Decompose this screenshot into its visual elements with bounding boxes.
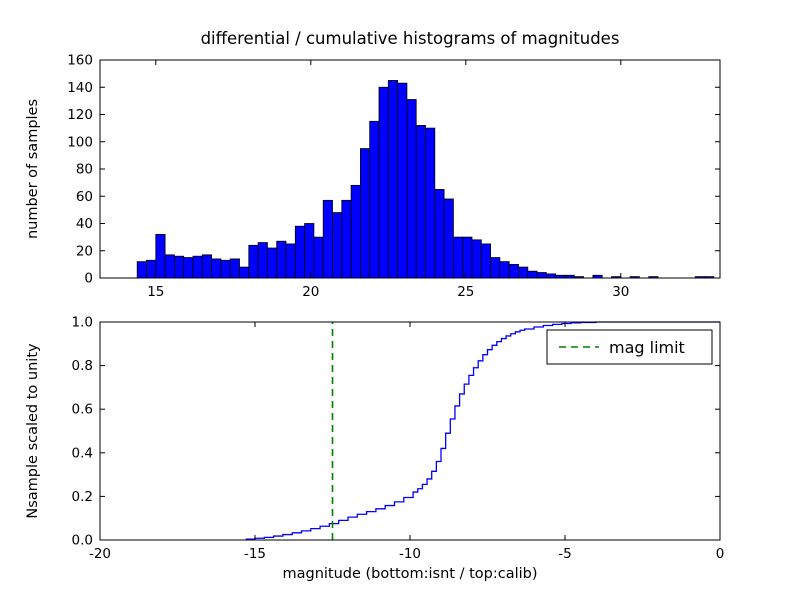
histogram-bar <box>406 99 417 279</box>
histogram-bar <box>471 239 482 279</box>
bottom-axes-y-tick-label: 1.0 <box>72 315 93 331</box>
bottom-axes-x-tick-label: 0 <box>716 546 725 562</box>
histogram-bar <box>257 242 268 279</box>
histogram-bar <box>313 236 324 279</box>
bottom-axes-x-tick-label: -5 <box>558 546 571 562</box>
top-axes-y-tick-label: 140 <box>67 80 93 96</box>
histogram-bar <box>211 258 222 279</box>
histogram-bar <box>146 259 157 279</box>
histogram-bar <box>462 236 473 279</box>
histogram-bar <box>536 272 547 279</box>
histogram-bar <box>508 263 519 279</box>
histogram-bar <box>527 270 538 279</box>
histogram-bar <box>499 261 510 279</box>
top-axes-y-tick-label: 120 <box>67 107 93 123</box>
histogram-bar <box>443 198 454 279</box>
top-axes-y-tick-label: 160 <box>67 53 93 69</box>
histogram-bar <box>183 257 194 279</box>
histogram-bar <box>415 125 426 279</box>
top-axes-y-tick-label: 60 <box>76 189 93 205</box>
bottom-axes-y-tick-label: 0.0 <box>72 533 93 549</box>
bottom-axes-y-tick-label: 0.2 <box>72 489 93 505</box>
histogram-bar <box>304 223 315 279</box>
top-axes-x-tick-label: 20 <box>302 284 319 300</box>
histogram-bar <box>378 86 389 279</box>
top-y-axis-label: number of samples <box>25 98 41 240</box>
top-axes-x-tick-label: 15 <box>147 284 164 300</box>
top-axes-y-tick-label: 20 <box>76 243 93 259</box>
histogram-bar <box>387 80 398 279</box>
top-axes-frame <box>99 59 721 279</box>
histogram-bar <box>332 212 343 279</box>
bottom-axes-frame <box>99 321 721 541</box>
cumulative-curve <box>245 321 720 540</box>
histogram-bar <box>452 236 464 279</box>
bottom-axes-x-tick-label: -20 <box>89 546 111 562</box>
histogram-bar <box>397 82 408 279</box>
histogram-bar <box>294 225 305 279</box>
histogram-bar <box>480 243 491 279</box>
histogram-bar <box>490 257 501 279</box>
bottom-axes-x-tick-label: -15 <box>244 546 266 562</box>
histogram-bar <box>322 199 333 279</box>
bottom-x-axis-label: magnitude (bottom:isnt / top:calib) <box>282 566 538 582</box>
histogram-bar <box>164 254 175 279</box>
histogram-bar <box>201 254 213 279</box>
histogram-bar <box>173 255 185 279</box>
top-axes-y-tick-label: 80 <box>76 162 93 178</box>
histogram-bar <box>434 189 445 279</box>
histogram-bar <box>425 127 436 279</box>
histogram-bar <box>276 240 287 279</box>
histogram-bar <box>155 233 166 279</box>
top-axes-y-tick-label: 0 <box>84 271 93 287</box>
histogram-bar <box>239 266 250 279</box>
bottom-y-axis-label: Nsample scaled to unity <box>25 343 41 519</box>
histogram-bar <box>359 148 371 279</box>
histogram-bar <box>192 255 203 279</box>
histogram-bar <box>369 120 380 279</box>
histogram-bar <box>341 199 352 279</box>
top-axes-y-tick-label: 40 <box>76 216 93 232</box>
histogram-bar <box>266 247 278 279</box>
histogram-bar <box>285 243 296 279</box>
histogram-bar <box>220 259 231 279</box>
histogram-bar <box>546 273 557 279</box>
top-axes-x-tick-label: 30 <box>612 284 629 300</box>
histogram-bar <box>248 244 259 279</box>
legend-mag-limit-label: mag limit <box>609 338 685 357</box>
bottom-axes-y-tick-label: 0.8 <box>72 358 93 374</box>
top-axes-y-tick-label: 100 <box>67 134 93 150</box>
histogram-bar <box>350 184 361 279</box>
bottom-axes-y-tick-label: 0.4 <box>72 445 93 461</box>
histogram-bar <box>518 266 529 279</box>
bottom-axes-x-tick-label: -10 <box>399 546 421 562</box>
top-axes-x-tick-label: 25 <box>457 284 474 300</box>
bottom-axes-y-tick-label: 0.6 <box>72 402 93 418</box>
figure-title: differential / cumulative histograms of … <box>200 29 620 48</box>
histogram-bar <box>229 258 240 279</box>
histogram-bar <box>136 261 147 279</box>
